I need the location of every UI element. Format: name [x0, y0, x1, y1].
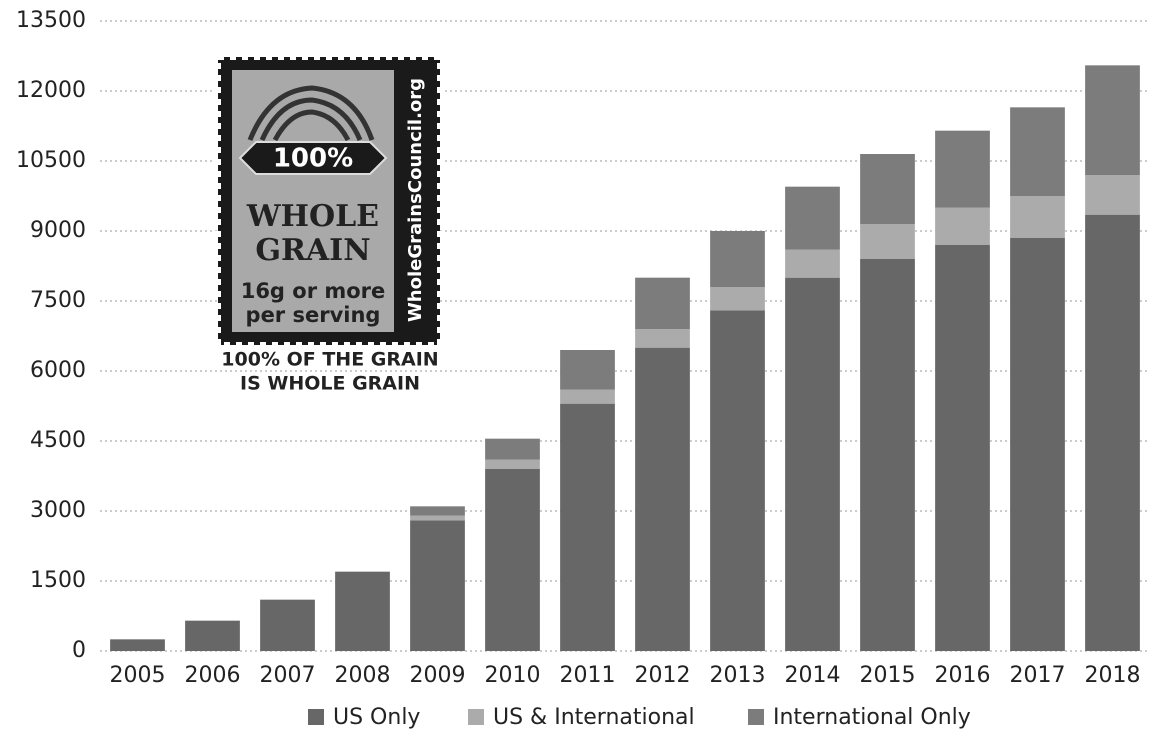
stamp-text: 16g or more	[241, 279, 386, 303]
bar-segment	[410, 520, 465, 651]
x-tick-label: 2010	[485, 663, 541, 688]
x-tick-label: 2014	[785, 663, 841, 688]
x-tick-label: 2008	[335, 663, 391, 688]
y-tick-label: 0	[72, 638, 86, 663]
bar-segment	[1010, 196, 1065, 238]
bar-segment	[635, 329, 690, 348]
bar-segment	[710, 287, 765, 311]
y-tick-label: 3000	[30, 498, 86, 523]
stamp-text: per serving	[246, 303, 381, 327]
plot-area: 0 1500 3000 4500 6000 7500 9000 10500 12000 13500…	[16, 8, 1150, 730]
x-tick-label: 2013	[710, 663, 766, 688]
bar-segment	[785, 277, 840, 651]
bar-segment	[935, 207, 990, 245]
legend-marker	[308, 709, 324, 725]
bar-segment	[485, 459, 540, 469]
bar-segment	[710, 231, 765, 287]
bar-segment	[785, 186, 840, 250]
bar-segment	[260, 599, 315, 651]
y-tick-label: 12000	[16, 78, 86, 103]
legend-marker	[748, 709, 764, 725]
y-tick-label: 7500	[30, 288, 86, 313]
bar-segment	[1085, 214, 1140, 651]
y-tick-label: 6000	[30, 358, 86, 383]
x-tick-label: 2016	[935, 663, 991, 688]
x-tick-label: 2018	[1085, 663, 1141, 688]
bar-segment	[1010, 238, 1065, 651]
bar-segment	[710, 310, 765, 651]
y-tick-label: 9000	[30, 218, 86, 243]
y-tick-label: 10500	[16, 148, 86, 173]
bar-segment	[485, 469, 540, 651]
x-tick-label: 2017	[1010, 663, 1066, 688]
stamp-wheat	[247, 85, 375, 142]
x-tick-label: 2005	[110, 663, 166, 688]
legend-label: US & International	[493, 705, 695, 730]
x-tick-label: 2007	[260, 663, 316, 688]
stamp-caption: 100% OF THE GRAIN	[221, 349, 438, 371]
bar-segment	[560, 403, 615, 651]
x-tick-label: 2012	[635, 663, 691, 688]
legend-label: US Only	[333, 705, 420, 730]
x-tick-label: 2015	[860, 663, 916, 688]
legend-label: International Only	[773, 705, 971, 730]
bar-segment	[560, 350, 615, 390]
bar-segment	[410, 515, 465, 521]
bar-segment	[860, 154, 915, 224]
bar-segment	[860, 224, 915, 259]
bar-segment	[935, 130, 990, 208]
stamp-text: GRAIN	[255, 233, 370, 268]
stamp-side: WholeGrainsCouncil.org	[405, 78, 426, 322]
stamp-badge: 100%	[273, 144, 353, 174]
stamp: 100% WHOLE GRAIN 16g or more per serving…	[215, 54, 443, 395]
bar-segment	[110, 639, 165, 651]
stamp-caption: IS WHOLE GRAIN	[240, 373, 420, 395]
x-tick-label: 2009	[410, 663, 466, 688]
bar-segment	[1085, 175, 1140, 215]
stamp-badge-bg	[238, 141, 388, 175]
bar-segment	[1085, 65, 1140, 175]
bar-segment	[1010, 107, 1065, 196]
y-tick-label: 4500	[30, 428, 86, 453]
bar-segment	[335, 571, 390, 651]
bar-segment	[485, 438, 540, 460]
bar-segment	[185, 620, 240, 651]
x-tick-label: 2006	[185, 663, 241, 688]
bar-segment	[635, 347, 690, 651]
bar-segment	[635, 277, 690, 329]
bar-segment	[860, 259, 915, 651]
bar-segment	[410, 506, 465, 516]
y-tick-label: 13500	[16, 8, 86, 33]
legend-marker	[468, 709, 484, 725]
stamp-text: WHOLE	[246, 199, 379, 234]
bar-segment	[785, 249, 840, 278]
y-tick-label: 1500	[30, 568, 86, 593]
x-tick-label: 2011	[560, 663, 616, 688]
bar-segment	[560, 389, 615, 404]
bar-segment	[935, 245, 990, 651]
